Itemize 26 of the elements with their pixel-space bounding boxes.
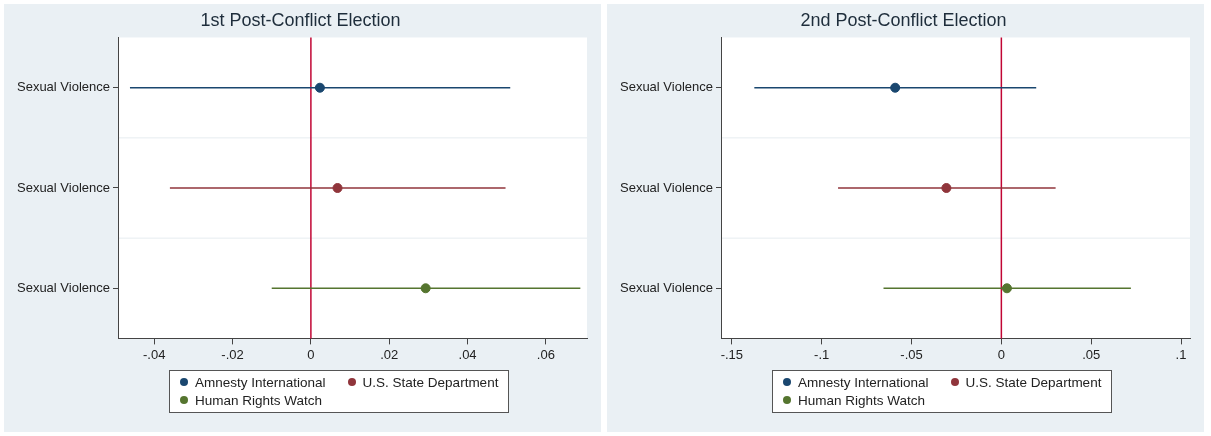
y-tick-label: Sexual Violence	[16, 179, 110, 195]
x-tick-label: 0	[307, 346, 315, 362]
x-tick-label: .04	[458, 346, 477, 362]
x-tick-label: .02	[380, 346, 399, 362]
legend-label: Amnesty International	[194, 375, 326, 390]
x-tick-label: .05	[1082, 346, 1101, 362]
legend-label: Amnesty International	[797, 375, 929, 390]
legend-label: Human Rights Watch	[797, 393, 927, 408]
x-tick-label: -.1	[814, 346, 830, 362]
legend-label: U.S. State Department	[964, 375, 1102, 390]
y-tick-label: Sexual Violence	[16, 279, 110, 295]
x-tick-label: .06	[536, 346, 555, 362]
y-tick-label: Sexual Violence	[619, 179, 713, 195]
x-tick-label: .1	[1175, 346, 1187, 362]
legend-label: Human Rights Watch	[194, 393, 324, 408]
x-tick-label: -.05	[900, 346, 923, 362]
chart-title: 2nd Post-Conflict Election	[800, 9, 1007, 30]
x-tick-label: -.02	[221, 346, 244, 362]
y-tick-label: Sexual Violence	[619, 79, 713, 95]
x-tick-label: 0	[997, 346, 1005, 362]
chart-title: 1st Post-Conflict Election	[200, 9, 401, 30]
y-tick-label: Sexual Violence	[619, 279, 713, 295]
y-tick-label: Sexual Violence	[16, 79, 110, 95]
x-tick-label: -.15	[720, 346, 744, 362]
legend-label: U.S. State Department	[361, 375, 499, 390]
x-tick-label: -.04	[143, 346, 166, 362]
